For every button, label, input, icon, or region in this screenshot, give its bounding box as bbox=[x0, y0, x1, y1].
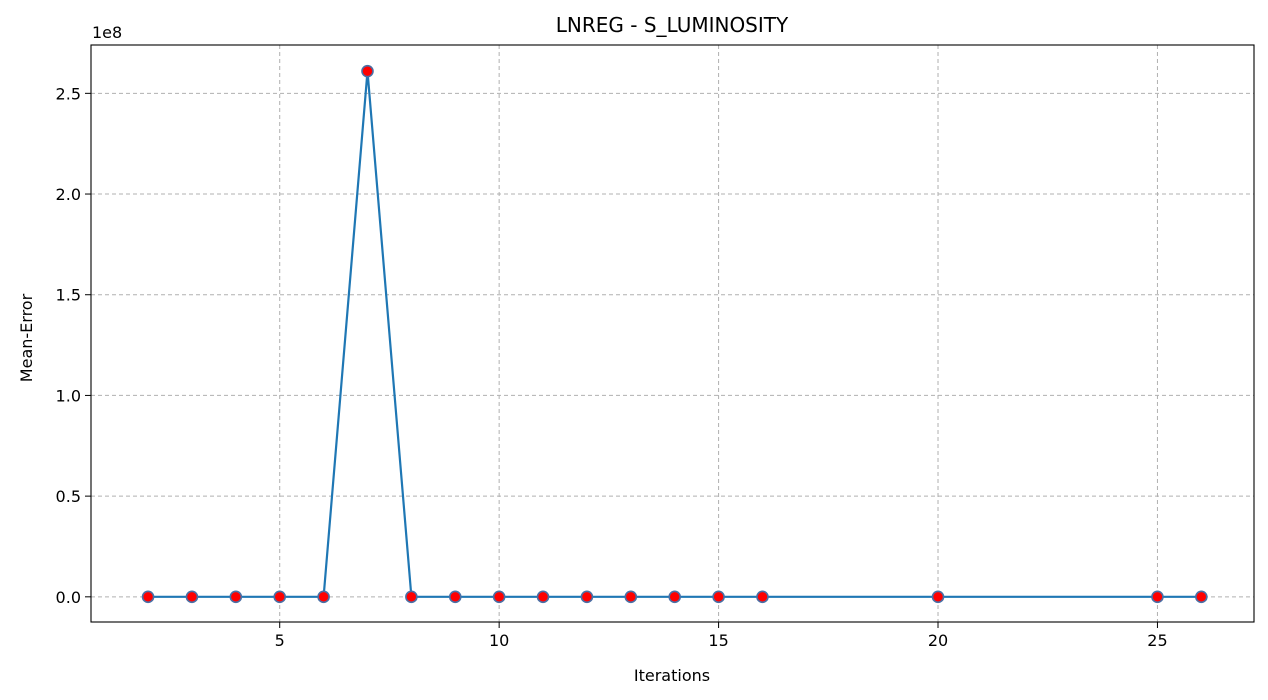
data-point bbox=[931, 590, 945, 604]
series-line bbox=[148, 70, 1202, 598]
y-tick-label: 2.5 bbox=[56, 84, 81, 103]
data-point bbox=[624, 590, 638, 604]
data-point bbox=[668, 590, 681, 604]
data-point bbox=[1151, 590, 1164, 604]
y-tick-label: 1.5 bbox=[56, 286, 81, 305]
data-point bbox=[712, 590, 725, 604]
y-axis-offset-label: 1e8 bbox=[92, 23, 122, 42]
data-point bbox=[405, 590, 418, 604]
data-point bbox=[273, 590, 287, 604]
x-tick-label: 25 bbox=[1147, 631, 1167, 650]
data-point bbox=[317, 590, 330, 604]
data-point bbox=[492, 590, 506, 604]
plot-area-frame bbox=[90, 44, 1255, 623]
y-tick-label: 0.5 bbox=[56, 487, 81, 506]
x-tick-label: 5 bbox=[275, 631, 285, 650]
y-tick-label: 0.0 bbox=[56, 588, 81, 607]
y-axis-label: Mean-Error bbox=[17, 293, 36, 382]
data-point bbox=[756, 590, 769, 604]
y-axis-ticks: 0.0 0.5 1.0 1.5 2.0 2.5 bbox=[56, 84, 91, 607]
y-tick-label: 1.0 bbox=[56, 386, 81, 405]
x-tick-label: 15 bbox=[708, 631, 728, 650]
data-point bbox=[361, 64, 374, 78]
data-point bbox=[580, 590, 594, 604]
data-point bbox=[1195, 590, 1208, 604]
data-series bbox=[141, 64, 1208, 604]
x-tick-label: 10 bbox=[489, 631, 509, 650]
x-axis-label: Iterations bbox=[634, 666, 710, 685]
data-point bbox=[185, 590, 199, 604]
chart-title: LNREG - S_LUMINOSITY bbox=[556, 13, 789, 37]
data-point bbox=[141, 590, 155, 604]
x-tick-label: 20 bbox=[928, 631, 948, 650]
data-point bbox=[229, 590, 243, 604]
data-point bbox=[536, 590, 550, 604]
x-axis-ticks: 5 10 15 20 25 bbox=[275, 622, 1168, 650]
y-tick-label: 2.0 bbox=[56, 185, 81, 204]
data-point bbox=[448, 590, 462, 604]
